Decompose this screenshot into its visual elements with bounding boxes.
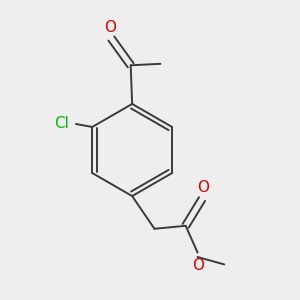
Text: O: O	[197, 181, 209, 196]
Text: O: O	[192, 258, 204, 273]
Text: O: O	[104, 20, 116, 35]
Text: Cl: Cl	[55, 116, 69, 130]
